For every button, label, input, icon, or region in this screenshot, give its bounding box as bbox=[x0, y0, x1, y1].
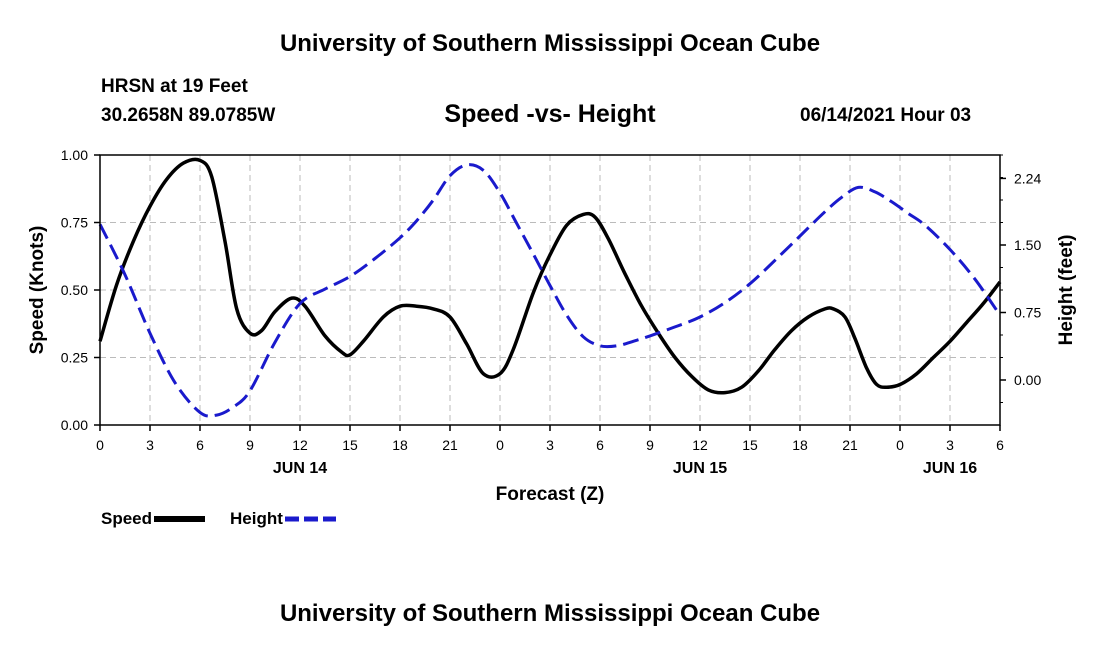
station-label: HRSN at 19 Feet bbox=[101, 76, 248, 97]
x-tick-label: 0 bbox=[896, 437, 904, 453]
y-tick-label: 0.00 bbox=[61, 417, 88, 433]
x-tick-label: 12 bbox=[292, 437, 308, 453]
series-lines bbox=[98, 157, 1002, 418]
y2-tick-label: 0.00 bbox=[1014, 372, 1041, 388]
x-tick-label: 0 bbox=[496, 437, 504, 453]
station-coordinates: 30.2658N 89.0785W bbox=[101, 105, 276, 126]
y2-tick-label: 0.75 bbox=[1014, 305, 1041, 321]
y2-tick-label: 2.24 bbox=[1014, 170, 1041, 186]
footer-title: University of Southern Mississippi Ocean… bbox=[279, 600, 821, 627]
x-tick-label: 21 bbox=[442, 437, 458, 453]
x-tick-label: 9 bbox=[246, 437, 254, 453]
x-tick-label: 18 bbox=[792, 437, 808, 453]
x-tick-label: 15 bbox=[742, 437, 758, 453]
x-tick-label: 9 bbox=[646, 437, 654, 453]
y2-axis-label: Height (feet) bbox=[1056, 235, 1077, 346]
y-tick-label: 0.25 bbox=[61, 350, 88, 366]
x-axis-label: Forecast (Z) bbox=[496, 484, 605, 505]
legend-height: Height bbox=[230, 508, 338, 530]
forecast-datetime: 06/14/2021 Hour 03 bbox=[800, 105, 972, 126]
grid-lines bbox=[100, 155, 1000, 425]
page-title: University of Southern Mississippi Ocean… bbox=[279, 30, 821, 57]
legend-height-swatch bbox=[284, 516, 336, 522]
y-tick-label: 0.50 bbox=[61, 282, 88, 298]
y-tick-label: 1.00 bbox=[61, 147, 88, 163]
legend-speed-label: Speed bbox=[101, 509, 153, 528]
legend-height-label: Height bbox=[230, 509, 283, 528]
x-tick-label: 3 bbox=[146, 437, 154, 453]
x-date-label: JUN 14 bbox=[273, 460, 327, 477]
speed-series-line bbox=[98, 157, 1002, 395]
x-tick-label: 12 bbox=[692, 437, 708, 453]
axes: 0 3 6 9 12 15 18 21 0 3 6 9 12 15 18 21 0 3 6 JUN 14 JUN 15 J… bbox=[61, 147, 1042, 477]
x-date-label: JUN 16 bbox=[923, 460, 977, 477]
height-series-line bbox=[98, 163, 1002, 418]
x-date-label: JUN 15 bbox=[673, 460, 727, 477]
x-tick-label: 6 bbox=[596, 437, 604, 453]
x-tick-label: 21 bbox=[842, 437, 858, 453]
y-tick-label: 0.75 bbox=[61, 215, 88, 231]
legend-speed-swatch bbox=[154, 516, 206, 522]
x-tick-label: 3 bbox=[946, 437, 954, 453]
y2-tick-label: 1.50 bbox=[1014, 237, 1041, 253]
x-tick-label: 6 bbox=[196, 437, 204, 453]
legend-speed: Speed bbox=[101, 508, 207, 530]
x-tick-label: 18 bbox=[392, 437, 408, 453]
x-tick-label: 15 bbox=[342, 437, 358, 453]
y-axis-label: Speed (Knots) bbox=[27, 226, 48, 355]
chart-title: Speed -vs- Height bbox=[444, 100, 656, 128]
x-tick-label: 3 bbox=[546, 437, 554, 453]
x-tick-label: 0 bbox=[96, 437, 104, 453]
x-tick-label: 6 bbox=[996, 437, 1004, 453]
